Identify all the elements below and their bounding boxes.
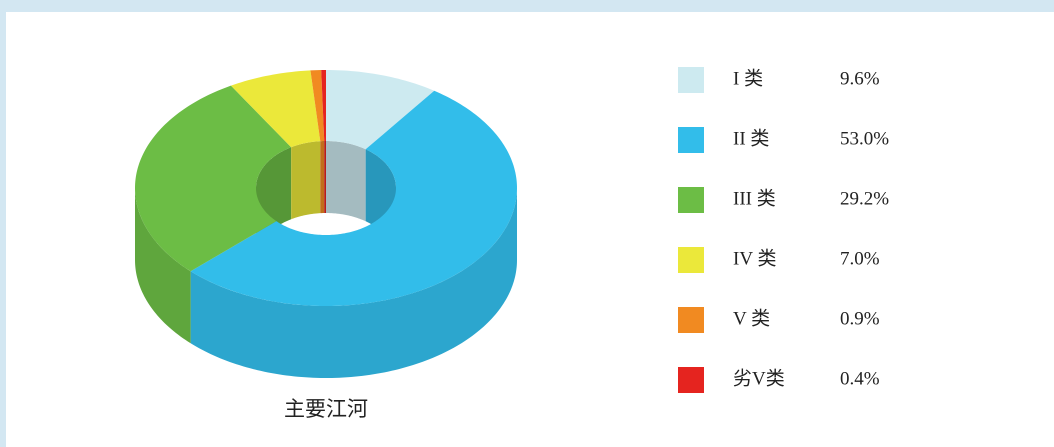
donut-slice — [230, 70, 321, 148]
outer-wall — [190, 188, 517, 378]
legend-label: IV 类 — [733, 247, 776, 269]
legend-swatch — [678, 67, 704, 93]
chart-title: 主要江河 — [284, 397, 368, 421]
legend-swatch — [678, 247, 704, 273]
donut-slice — [326, 70, 435, 150]
legend-label: II 类 — [733, 127, 769, 149]
inner-wall — [320, 141, 325, 214]
value-label: 0.4% — [840, 368, 880, 389]
legend-label: III 类 — [733, 187, 776, 209]
donut-slice — [135, 85, 292, 272]
donut-slice — [190, 90, 517, 306]
inner-wall — [291, 141, 321, 220]
inner-wall — [324, 141, 326, 214]
value-label: 7.0% — [840, 248, 880, 269]
outer-wall — [135, 188, 191, 344]
donut-slice — [321, 70, 326, 142]
value-label: 9.6% — [840, 68, 880, 89]
legend-label: V 类 — [733, 307, 770, 329]
donut-slice — [310, 70, 325, 142]
legend-swatch — [678, 307, 704, 333]
value-label: 29.2% — [840, 188, 889, 209]
value-label: 53.0% — [840, 128, 889, 149]
legend-label: 劣V类 — [733, 367, 785, 389]
legend-swatch — [678, 367, 704, 393]
inner-wall — [326, 141, 366, 222]
value-label: 0.9% — [840, 308, 880, 329]
legend-swatch — [678, 127, 704, 153]
legend-label: I 类 — [733, 67, 763, 89]
legend-swatch — [678, 187, 704, 213]
